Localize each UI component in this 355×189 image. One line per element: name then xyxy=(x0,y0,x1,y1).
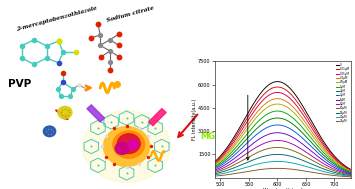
Text: MG: MG xyxy=(201,132,215,141)
Circle shape xyxy=(128,140,139,149)
Circle shape xyxy=(58,106,72,119)
Circle shape xyxy=(103,127,150,166)
Circle shape xyxy=(43,126,56,137)
Polygon shape xyxy=(87,105,105,122)
Ellipse shape xyxy=(82,111,170,182)
Text: PVP: PVP xyxy=(8,79,31,89)
Legend: 0, 0.01μM, 0.05μM, 0.2μM, 0.5μM, 1μM, 2μM, 3μM, 5μM, 8μM, 10μM, 15μM, 20μM, 25μM: 0, 0.01μM, 0.05μM, 0.2μM, 0.5μM, 1μM, 2μ… xyxy=(335,63,350,124)
Text: Sodium citrate: Sodium citrate xyxy=(106,6,154,23)
Polygon shape xyxy=(148,109,166,126)
Circle shape xyxy=(117,134,140,153)
Circle shape xyxy=(113,131,144,158)
Circle shape xyxy=(115,142,129,154)
Text: 2-mercaptobenzothiazole: 2-mercaptobenzothiazole xyxy=(15,6,97,32)
X-axis label: Wavelength(nm): Wavelength(nm) xyxy=(263,188,304,189)
Y-axis label: FL intensity(a.u.): FL intensity(a.u.) xyxy=(192,99,197,140)
